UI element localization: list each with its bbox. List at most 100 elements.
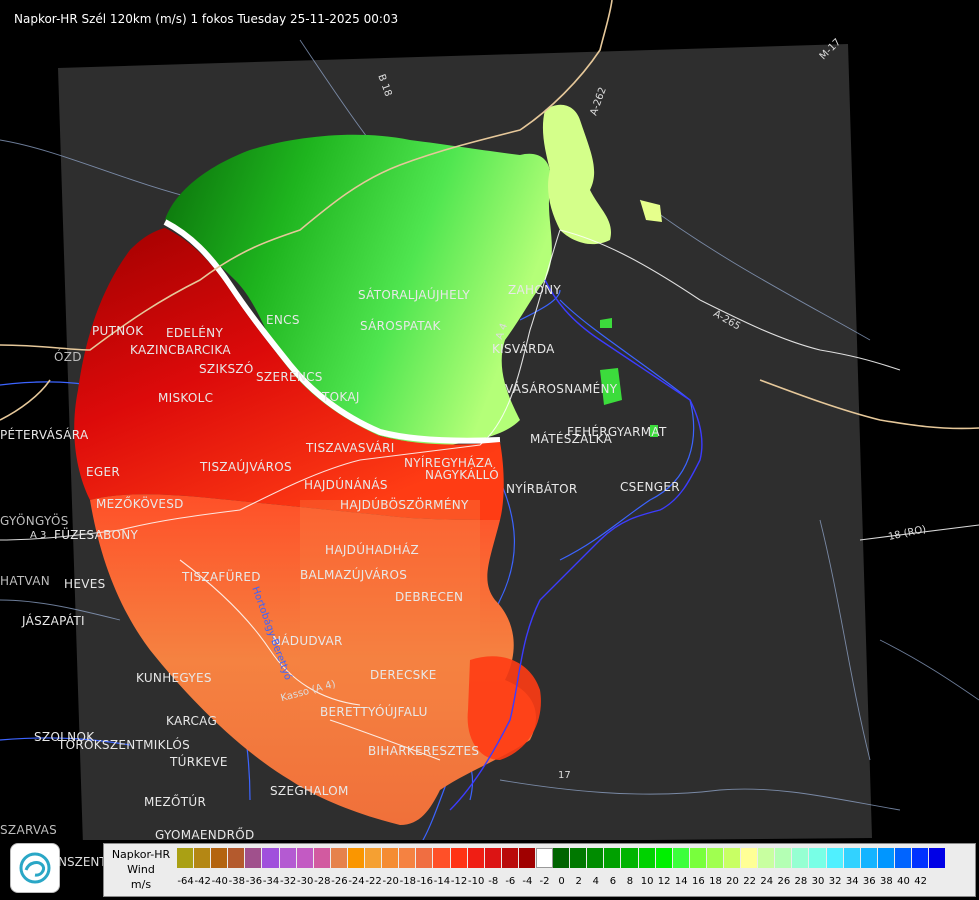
legend-tick-label: 4 <box>592 876 599 887</box>
legend-swatch <box>279 848 297 868</box>
legend-tick-label: -32 <box>279 876 297 887</box>
legend-swatch <box>877 848 895 868</box>
legend-swatch <box>843 848 861 868</box>
legend-tick-label: -38 <box>228 876 245 887</box>
legend-tick-label: 36 <box>862 876 876 887</box>
legend-tick-label: 28 <box>794 876 808 887</box>
place-label: TISZAVASVÁRI <box>306 441 395 455</box>
place-label: SZARVAS <box>0 823 58 837</box>
country-border <box>0 0 613 351</box>
legend-tick-label: 26 <box>777 876 791 887</box>
legend-tick-label: -22 <box>365 876 382 887</box>
place-label: ENCS <box>266 313 300 327</box>
legend-swatch <box>535 848 554 868</box>
place-label: HEVES <box>64 577 106 591</box>
legend-tick-labels: -64 -42 -40 -38 -36 -34 -32 -30 -28 -26 -24 -22 -20-… <box>177 876 929 890</box>
echo-green <box>165 134 552 445</box>
place-label: VÁSÁROSNAMÉNY <box>505 382 618 396</box>
legend-tick-label: -36 <box>245 876 263 887</box>
legend-tick-label: -2 <box>539 876 550 887</box>
legend-swatch <box>245 848 263 868</box>
legend-tick-label: -12 <box>450 876 468 887</box>
legend-tick-label: -8 <box>488 876 499 887</box>
legend-tick-label: 24 <box>760 876 774 887</box>
place-label: SÁROSPATAK <box>360 319 441 333</box>
legend-swatch <box>792 848 810 868</box>
echo-yellowgreen <box>542 104 611 245</box>
place-label: SZOLNOK <box>34 730 95 744</box>
place-label: JÁSZAPÁTI <box>22 614 85 628</box>
legend-swatch <box>860 848 878 868</box>
place-label: TOKAJ <box>322 390 360 404</box>
place-label: TISZAFÜRED <box>182 570 261 584</box>
legend-swatch <box>211 848 229 868</box>
place-label: PUTNOK <box>92 324 144 338</box>
legend-tick-label: 8 <box>626 876 634 887</box>
place-label: GYOMAENDRŐD <box>155 828 255 842</box>
legend-title: Napkor-HR Wind m/s <box>111 848 171 891</box>
legend-swatch <box>518 848 536 868</box>
place-label: HATVAN <box>0 574 51 588</box>
legend-swatch <box>347 848 366 868</box>
place-label: KAZINCBARCIKA <box>130 343 231 357</box>
legend-colorbar <box>177 848 947 869</box>
legend-swatch <box>194 848 212 868</box>
place-label: SÁTORALJAÚJHELY <box>358 288 471 302</box>
place-label: SZEGHALOM <box>270 784 349 798</box>
place-label: DEBRECEN <box>395 590 464 604</box>
hu-border <box>449 279 703 811</box>
map-title: Napkor-HR Szél 120km (m/s) 1 fokos Tuesd… <box>14 12 399 26</box>
place-label: MEZŐKÖVESD <box>96 497 184 511</box>
legend-tick-label: -28 <box>314 876 331 887</box>
road-label: A 3 <box>30 530 47 541</box>
echo-zero-line <box>163 219 501 444</box>
place-label: MISKOLC <box>158 391 214 405</box>
place-label: EGER <box>86 465 121 479</box>
legend-tick-label: -4 <box>522 876 533 887</box>
legend-tick-label: -24 <box>348 876 365 887</box>
legend-swatch <box>450 848 468 868</box>
place-label: NYÍREGYHÁZA <box>404 456 493 470</box>
place-label: ZAHONY <box>508 283 562 297</box>
road-label: 17 <box>558 770 571 781</box>
legend-swatch <box>416 848 434 868</box>
legend-swatch <box>775 848 793 868</box>
legend-tick-label: -40 <box>211 876 228 887</box>
legend-tick-label: 22 <box>743 876 756 887</box>
legend-swatch <box>706 848 724 868</box>
legend-tick-label: 34 <box>845 876 859 887</box>
place-label: KARCAG <box>166 714 218 728</box>
napkor-logo-icon <box>10 843 60 893</box>
legend-swatch <box>262 848 280 868</box>
place-label: ÓZD <box>54 350 82 364</box>
legend-swatch <box>382 848 400 868</box>
legend-tick-label: -10 <box>467 876 485 887</box>
legend-swatch <box>570 848 588 868</box>
legend-tick-label: 42 <box>914 876 927 887</box>
legend-tick-label: 10 <box>640 876 654 887</box>
minor-lines <box>0 39 979 811</box>
place-label: BERETTYÓÚJFALU <box>320 705 428 719</box>
legend-tick-label: 32 <box>828 876 842 887</box>
place-label: HAJDÚHADHÁZ <box>325 543 420 557</box>
legend-tick-label: 40 <box>897 876 910 887</box>
legend-tick-label: 6 <box>609 876 617 887</box>
place-label: NAGYKÁLLÓ <box>425 468 499 482</box>
legend-swatch <box>621 848 639 868</box>
place-label: BIHARKERESZTES <box>368 744 480 758</box>
place-label: SZIKSZÓ <box>199 362 254 376</box>
legend-swatch <box>724 848 742 868</box>
legend-swatch <box>467 848 485 868</box>
legend-swatch <box>587 848 605 868</box>
place-label: DERECSKE <box>370 668 437 682</box>
legend-swatch <box>894 848 913 868</box>
legend-swatch <box>672 848 690 868</box>
legend-tick-label: -16 <box>416 876 434 887</box>
legend-swatch <box>399 848 417 868</box>
legend-swatch <box>313 848 331 868</box>
place-label: TISZAÚJVÁROS <box>200 460 292 474</box>
legend-swatch <box>826 848 844 868</box>
place-label: HAJDÚBÖSZÖRMÉNY <box>340 498 469 512</box>
place-label: GYÖNGYÖS <box>0 514 69 528</box>
